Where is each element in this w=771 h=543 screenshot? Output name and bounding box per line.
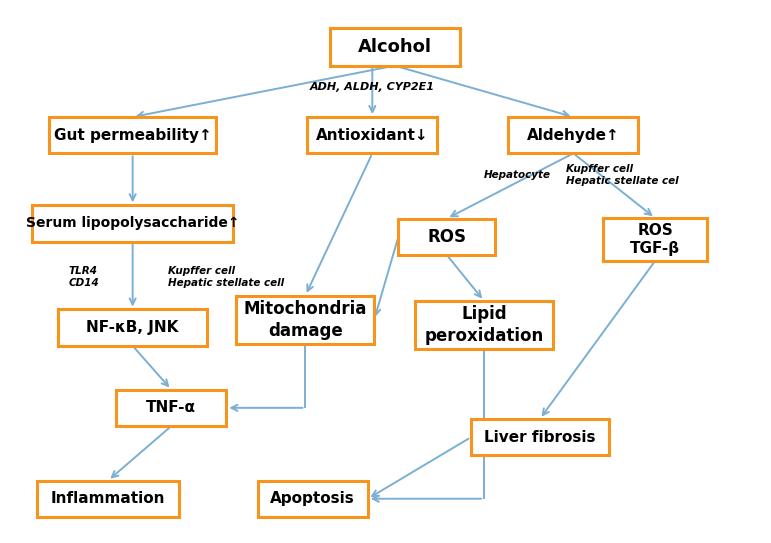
FancyBboxPatch shape [508,117,638,153]
FancyBboxPatch shape [49,117,217,153]
FancyBboxPatch shape [258,481,368,517]
Text: Alcohol: Alcohol [358,38,432,56]
Text: Serum lipopolysaccharide↑: Serum lipopolysaccharide↑ [26,216,240,230]
Text: Liver fibrosis: Liver fibrosis [484,430,595,445]
Text: Lipid
peroxidation: Lipid peroxidation [424,305,544,345]
Text: Apoptosis: Apoptosis [271,491,355,506]
FancyBboxPatch shape [471,419,608,456]
Text: Gut permeability↑: Gut permeability↑ [54,128,211,143]
Text: Antioxidant↓: Antioxidant↓ [316,128,429,143]
FancyBboxPatch shape [415,301,553,349]
Text: ROS
TGF-β: ROS TGF-β [630,223,680,256]
FancyBboxPatch shape [307,117,437,153]
FancyBboxPatch shape [32,205,233,242]
Text: TLR4
CD14: TLR4 CD14 [69,266,99,288]
FancyBboxPatch shape [237,295,374,344]
Text: Kupffer cell
Hepatic stellate cel: Kupffer cell Hepatic stellate cel [566,165,678,186]
FancyBboxPatch shape [59,310,207,346]
Text: Aldehyde↑: Aldehyde↑ [527,128,620,143]
FancyBboxPatch shape [399,219,495,255]
Text: ADH, ALDH, CYP2E1: ADH, ALDH, CYP2E1 [310,82,435,92]
Text: ROS: ROS [427,228,466,246]
Text: Inflammation: Inflammation [51,491,165,506]
FancyBboxPatch shape [116,390,227,426]
Text: Mitochondria
damage: Mitochondria damage [244,300,367,340]
FancyBboxPatch shape [37,481,179,517]
Text: Kupffer cell
Hepatic stellate cell: Kupffer cell Hepatic stellate cell [167,266,284,288]
FancyBboxPatch shape [603,218,707,261]
FancyBboxPatch shape [329,28,460,66]
Text: TNF-α: TNF-α [146,400,197,415]
Text: Hepatocyte: Hepatocyte [484,171,551,180]
Text: NF-κB, JNK: NF-κB, JNK [86,320,179,335]
